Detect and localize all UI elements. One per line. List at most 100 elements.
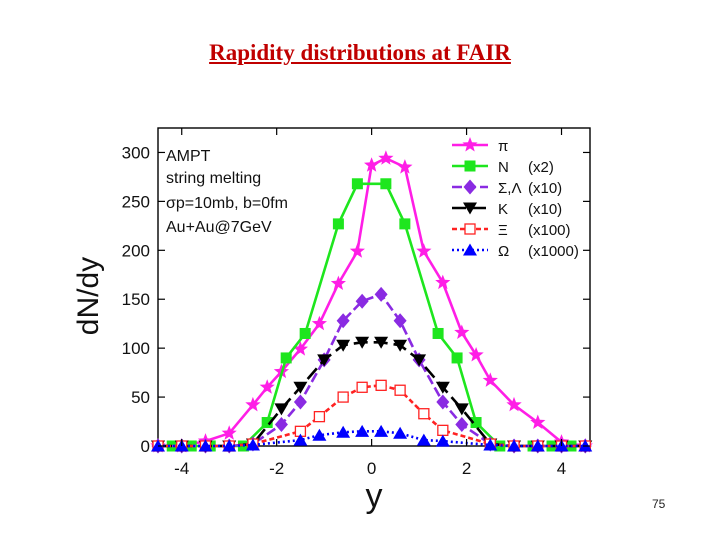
- data-point: [393, 313, 407, 329]
- legend-label-pion: π: [498, 138, 508, 155]
- data-point: [222, 439, 237, 452]
- data-point: [293, 394, 307, 410]
- data-point: [299, 327, 311, 339]
- plot-frame: [157, 127, 591, 447]
- data-point: [378, 150, 394, 165]
- legend-marker: [463, 243, 477, 256]
- data-point: [437, 424, 449, 436]
- data-point: [432, 327, 444, 339]
- data-point: [374, 424, 389, 437]
- data-point: [435, 274, 451, 290]
- data-point: [198, 439, 213, 452]
- x-tick-label: -2: [269, 459, 284, 478]
- data-point: [336, 425, 351, 438]
- legend-scale-sigma-lambda: (x10): [528, 180, 562, 197]
- data-point: [355, 336, 370, 349]
- data-point: [293, 433, 308, 446]
- data-point: [351, 178, 363, 190]
- y-tick-label: 300: [122, 143, 150, 162]
- data-point: [416, 433, 431, 446]
- annotation-line-params: σp=10mb, b=0fm: [166, 195, 288, 212]
- data-point: [506, 396, 522, 412]
- data-point: [468, 347, 484, 362]
- data-point: [261, 417, 273, 429]
- axis-layer: -4 -2 0 2 4 0 50 100 150 200 250 300: [122, 128, 590, 478]
- annotation-box: AMPT string melting σp=10mb, b=0fm Au+Au…: [166, 148, 288, 236]
- legend-marker: [463, 202, 477, 215]
- data-point: [399, 218, 411, 230]
- data-point: [470, 417, 482, 429]
- data-point: [332, 218, 344, 230]
- legend-scale-kaon: (x10): [528, 201, 562, 218]
- data-point: [274, 403, 289, 416]
- y-tick-label: 250: [122, 192, 150, 211]
- data-point: [530, 414, 546, 429]
- data-point: [435, 381, 450, 394]
- y-tick-label: 150: [122, 290, 150, 309]
- y-axis-title: dN/dy: [72, 257, 105, 335]
- data-point: [455, 416, 469, 432]
- legend: π N (x2) Σ,Λ (x10) K (x10) Ξ (x100) Ω (x…: [452, 137, 579, 260]
- data-point: [507, 439, 522, 452]
- data-point: [436, 394, 450, 410]
- data-point: [374, 336, 389, 349]
- data-point: [397, 159, 413, 174]
- data-point: [530, 439, 545, 452]
- data-point: [451, 352, 463, 364]
- data-point: [259, 379, 275, 394]
- legend-marker: [462, 137, 478, 152]
- data-point: [349, 243, 365, 258]
- legend-scale-nucleon: (x2): [528, 159, 554, 176]
- y-tick-label: 200: [122, 241, 150, 260]
- slide-title: Rapidity distributions at FAIR: [209, 40, 511, 65]
- legend-label-omega: Ω: [498, 243, 509, 260]
- legend-scale-xi: (x100): [528, 222, 571, 239]
- data-point: [280, 352, 292, 364]
- legend-label-kaon: K: [498, 201, 508, 218]
- legend-marker: [464, 160, 476, 172]
- annotation-line-model: AMPT: [166, 148, 211, 165]
- data-point: [274, 416, 288, 432]
- data-point: [416, 243, 432, 258]
- data-point: [374, 286, 388, 302]
- data-point: [435, 434, 450, 447]
- legend-label-sigma-lambda: Σ,Λ: [498, 180, 521, 197]
- data-point: [454, 324, 470, 339]
- x-tick-label: 4: [557, 459, 566, 478]
- data-point: [245, 438, 260, 451]
- data-point: [292, 341, 308, 356]
- data-point: [394, 384, 406, 396]
- legend-scale-omega: (x1000): [528, 243, 579, 260]
- data-point: [312, 428, 327, 441]
- data-point: [355, 293, 369, 309]
- x-tick-label: 2: [462, 459, 471, 478]
- page-number: 75: [652, 497, 666, 511]
- data-point: [364, 157, 380, 172]
- legend-label-nucleon: N: [498, 159, 509, 176]
- x-axis-title: y: [366, 477, 383, 515]
- data-point: [336, 339, 351, 352]
- data-point: [393, 426, 408, 439]
- annotation-line-system: Au+Au@7GeV: [166, 219, 272, 236]
- series-layer: [150, 150, 593, 454]
- data-point: [245, 396, 261, 412]
- legend-marker: [464, 223, 476, 235]
- data-point: [375, 379, 387, 391]
- data-point: [336, 313, 350, 329]
- x-tick-label: -4: [174, 459, 189, 478]
- data-point: [221, 425, 237, 440]
- data-point: [380, 178, 392, 190]
- data-point: [317, 354, 332, 367]
- data-point: [482, 372, 498, 387]
- series-5: [151, 424, 593, 452]
- data-point: [393, 339, 408, 352]
- data-point: [418, 408, 430, 420]
- data-point: [311, 315, 327, 331]
- legend-label-xi: Ξ: [498, 222, 508, 239]
- data-point: [293, 381, 308, 394]
- data-point: [454, 403, 469, 416]
- series-0: [150, 150, 593, 453]
- data-point: [355, 424, 370, 437]
- y-tick-label: 100: [122, 339, 150, 358]
